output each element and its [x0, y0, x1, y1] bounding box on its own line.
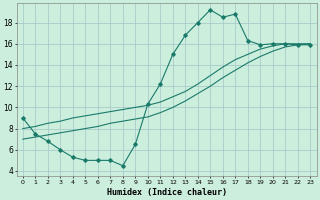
X-axis label: Humidex (Indice chaleur): Humidex (Indice chaleur)	[107, 188, 227, 197]
